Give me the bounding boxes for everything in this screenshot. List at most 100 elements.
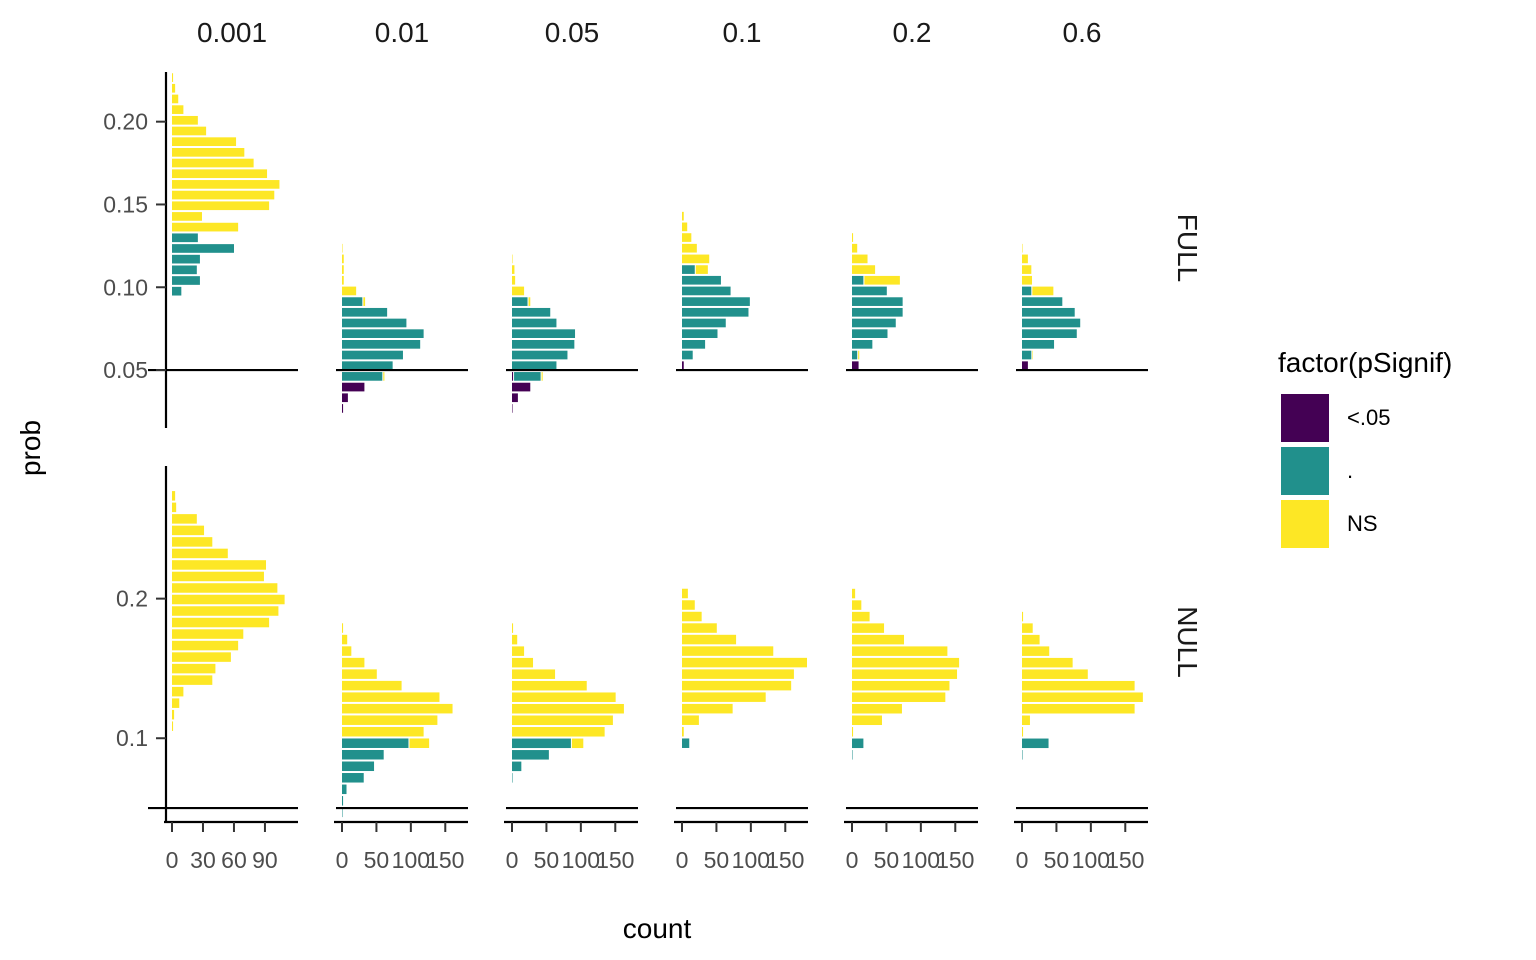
histogram-bar (172, 675, 213, 685)
histogram-bar (852, 275, 864, 285)
histogram-bar (172, 212, 202, 221)
histogram-bar (682, 623, 717, 633)
histogram-bar (1022, 692, 1143, 702)
facet-panel (336, 243, 468, 413)
x-tick-label: 100 (732, 847, 770, 873)
histogram-bar (172, 491, 176, 501)
histogram-bar (852, 692, 946, 702)
histogram-bar (1022, 750, 1023, 760)
histogram-bar (682, 692, 766, 702)
histogram-bar (1022, 361, 1028, 371)
facet-row-label: NULL (1172, 606, 1203, 678)
facet-row-label: FULL (1172, 214, 1203, 282)
histogram-bar (852, 680, 950, 691)
histogram-bar (852, 634, 905, 645)
legend-label: NS (1347, 511, 1378, 536)
histogram-bar (682, 588, 688, 599)
histogram-bar (512, 680, 587, 691)
histogram-bar (512, 350, 568, 360)
histogram-bar (852, 254, 868, 264)
histogram-bar (172, 514, 197, 524)
y-tick-label: 0.05 (103, 357, 148, 383)
histogram-bar (1022, 727, 1024, 737)
histogram-bar (1032, 286, 1054, 296)
histogram-bar (342, 749, 384, 760)
x-tick-label: 100 (902, 847, 940, 873)
histogram-bar (1022, 680, 1135, 691)
facet-col-label: 0.6 (1063, 17, 1102, 48)
histogram-bar (1022, 703, 1135, 714)
histogram-bar (172, 571, 264, 582)
histogram-bar (512, 265, 515, 274)
x-axis-title: count (623, 913, 692, 944)
y-tick-label: 0.2 (116, 586, 148, 612)
x-tick-label: 0 (676, 847, 689, 873)
histogram-bar (852, 703, 902, 714)
histogram-bar (852, 611, 870, 622)
histogram-bar (1022, 340, 1055, 349)
facet-panel (1016, 243, 1148, 372)
legend-swatch (1281, 500, 1329, 548)
histogram-bar (172, 137, 237, 147)
histogram-bar (342, 307, 388, 317)
histogram-bar (695, 265, 708, 274)
histogram-bar (172, 201, 270, 211)
histogram-bar (172, 560, 267, 570)
histogram-bar (512, 286, 525, 296)
histogram-bar (342, 265, 344, 274)
histogram-bar (682, 329, 718, 338)
histogram-bar (512, 393, 518, 403)
histogram-bar (682, 340, 706, 349)
histogram-bar (172, 525, 205, 536)
y-tick-label: 0.10 (103, 274, 148, 300)
histogram-bar (864, 275, 900, 285)
histogram-bar (682, 297, 750, 306)
histogram-bar (1022, 243, 1023, 253)
histogram-bar (682, 307, 749, 317)
x-tick-label: 150 (936, 847, 974, 873)
histogram-bar (512, 727, 605, 737)
histogram-bar (682, 600, 695, 610)
histogram-bar (682, 715, 699, 725)
histogram-bar (172, 594, 285, 605)
histogram-bar (172, 286, 182, 296)
histogram-bar (852, 623, 885, 633)
histogram-bar (512, 254, 513, 264)
histogram-bar (682, 275, 721, 285)
legend-label: <.05 (1347, 405, 1390, 430)
histogram-bar (172, 105, 184, 114)
histogram-bar (512, 307, 551, 317)
x-tick-label: 150 (596, 847, 634, 873)
x-tick-label: 150 (766, 847, 804, 873)
histogram-bar (342, 738, 409, 748)
legend-label: . (1347, 458, 1353, 483)
histogram-bar (528, 297, 531, 306)
histogram-bar (383, 372, 385, 381)
x-tick-label: 100 (392, 847, 430, 873)
x-tick-label: 0 (506, 847, 519, 873)
histogram-bar (512, 646, 525, 656)
histogram-bar (512, 738, 571, 749)
histogram-bar (172, 190, 275, 200)
histogram-bar (342, 703, 453, 714)
histogram-bar (512, 657, 534, 668)
histogram-bar (1022, 254, 1028, 264)
histogram-bar (858, 350, 860, 360)
histogram-bar (682, 211, 684, 221)
legend-swatch (1281, 447, 1329, 495)
x-tick-label: 50 (1044, 847, 1070, 873)
histogram-bar (342, 646, 352, 656)
histogram-bar (852, 265, 876, 274)
x-tick-label: 50 (874, 847, 900, 873)
histogram-bar (409, 738, 430, 748)
histogram-bar (342, 623, 344, 633)
histogram-bar (852, 307, 903, 317)
legend-title: factor(pSignif) (1278, 347, 1452, 378)
histogram-bar (682, 634, 737, 645)
histogram-bar (682, 222, 688, 232)
histogram-bar (342, 350, 403, 360)
histogram-bar (342, 715, 438, 725)
histogram-bar (172, 169, 268, 179)
histogram-bar (342, 393, 348, 403)
